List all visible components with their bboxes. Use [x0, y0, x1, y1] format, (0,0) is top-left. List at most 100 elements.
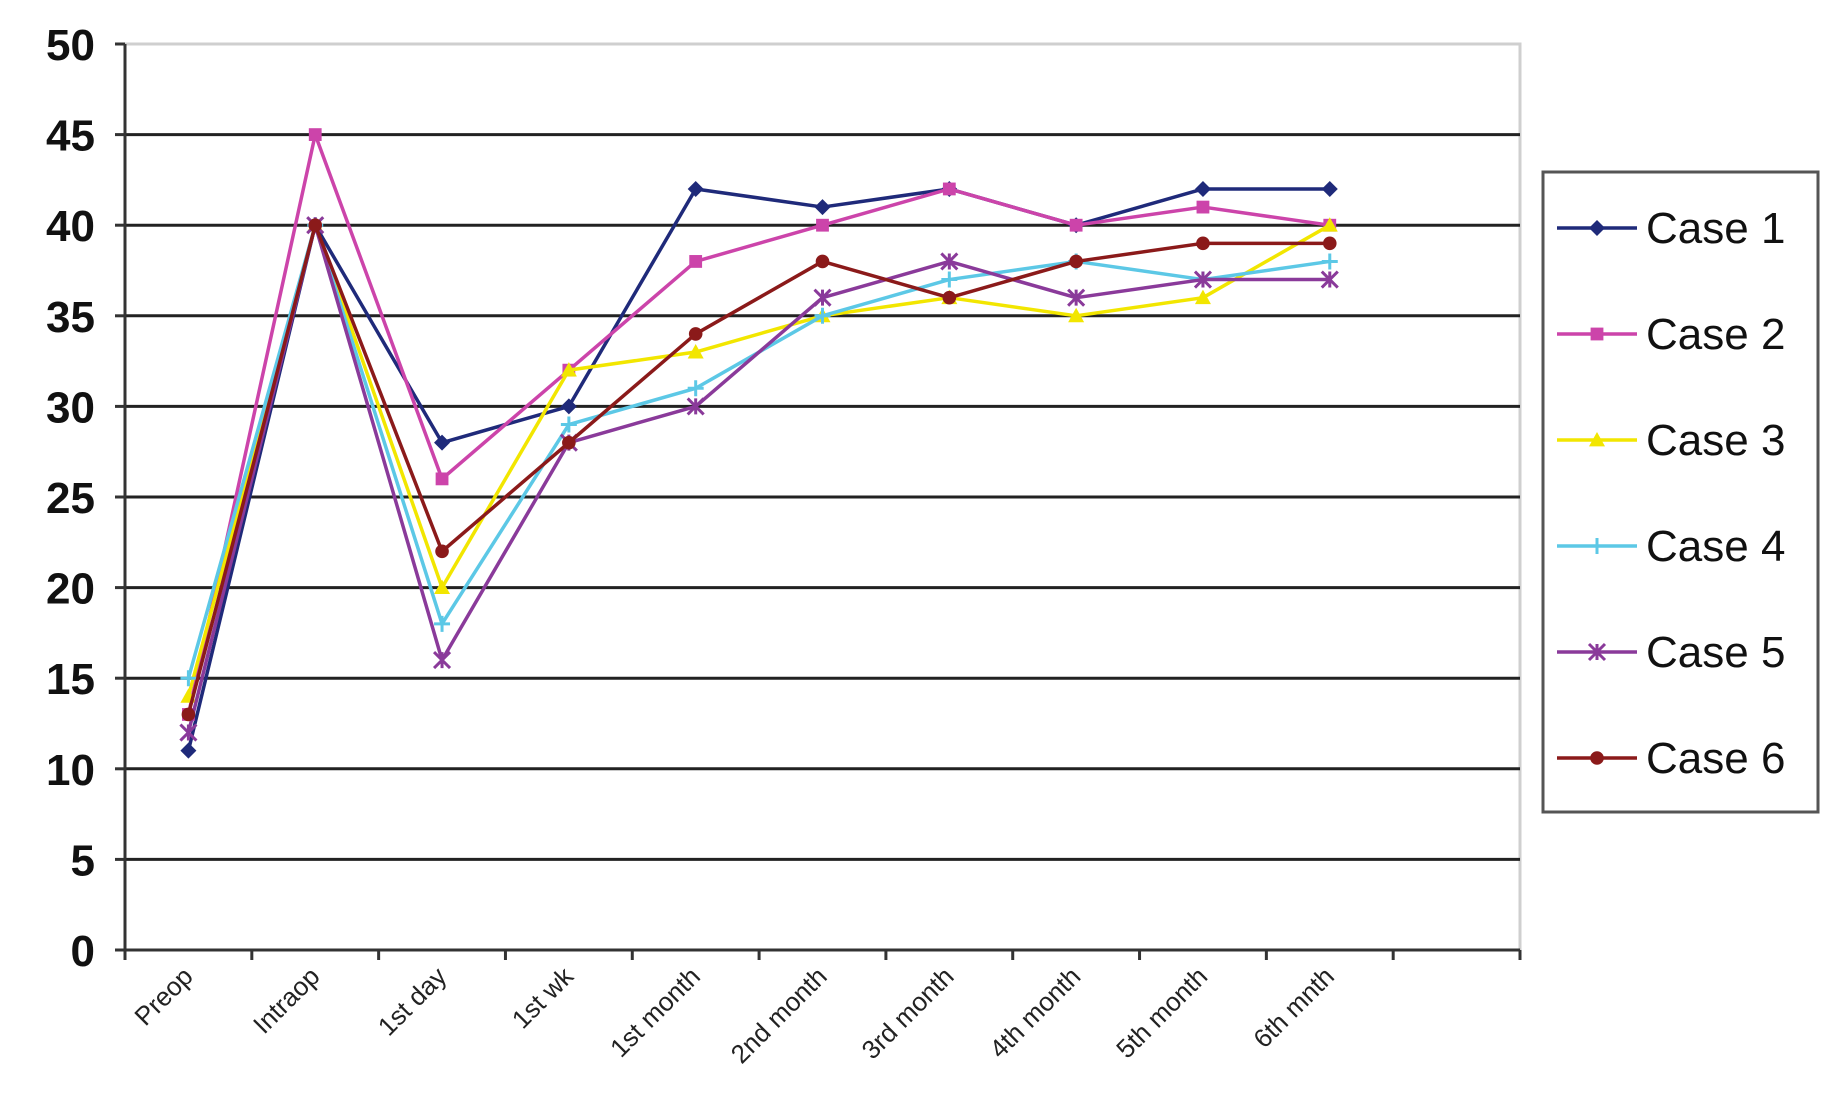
data-point — [435, 472, 449, 486]
data-point — [815, 254, 830, 269]
y-axis: 0 5 10 15 20 25 30 35 40 45 50 — [46, 21, 127, 976]
legend-item: Case 1 — [1557, 204, 1785, 253]
series-layer — [179, 128, 1339, 759]
legend-item: Case 4 — [1557, 522, 1785, 571]
data-point — [1590, 327, 1604, 341]
x-tick-label: 2nd month — [725, 961, 833, 1069]
x-tick-label: 5th month — [1110, 961, 1213, 1064]
data-point — [435, 544, 449, 559]
legend-item: Case 5 — [1557, 628, 1785, 677]
y-tick-label: 35 — [46, 293, 95, 342]
series-3 — [180, 217, 1338, 703]
x-tick-label: 4th month — [983, 961, 1086, 1064]
data-point — [432, 651, 452, 670]
data-point — [942, 182, 956, 196]
data-point — [813, 288, 832, 307]
data-point — [560, 416, 577, 433]
y-tick-label: 25 — [46, 474, 95, 523]
data-point — [1590, 751, 1604, 765]
legend-label: Case 1 — [1646, 204, 1785, 253]
data-point — [434, 615, 451, 632]
data-point — [1069, 254, 1083, 269]
data-point — [688, 327, 703, 341]
legend-label: Case 5 — [1646, 628, 1785, 677]
data-point — [308, 218, 323, 232]
x-tick-label: Preop — [128, 961, 198, 1031]
y-tick-label: 10 — [46, 746, 95, 795]
data-point — [434, 579, 451, 594]
y-tick-label: 50 — [46, 21, 95, 70]
data-point — [434, 434, 451, 451]
data-point — [308, 128, 322, 141]
data-point — [1067, 288, 1086, 307]
x-tick-label: Intraop — [247, 961, 325, 1039]
data-point — [687, 180, 704, 197]
y-tick-label: 45 — [46, 112, 95, 161]
data-point — [1589, 220, 1605, 236]
data-point — [940, 252, 959, 271]
x-tick-label: 1st day — [372, 961, 452, 1041]
data-point — [687, 344, 704, 359]
data-point — [816, 218, 829, 232]
data-point — [1320, 270, 1339, 289]
series-6 — [181, 218, 1337, 722]
series-line — [186, 223, 1330, 715]
data-point — [562, 435, 576, 450]
x-axis: Preop Intraop 1st day 1st wk 1st month 2nd mo… — [123, 948, 1522, 1069]
data-point — [1068, 307, 1085, 323]
data-point — [686, 397, 705, 416]
data-point — [1194, 289, 1211, 305]
x-tick-label: 1st month — [604, 961, 706, 1063]
legend-item: Case 2 — [1557, 310, 1785, 359]
x-tick-label: 1st wk — [506, 960, 580, 1034]
data-point — [1321, 253, 1338, 270]
legend-label: Case 4 — [1646, 522, 1785, 571]
data-point — [689, 255, 703, 268]
grid — [125, 133, 1520, 861]
data-point — [1321, 180, 1338, 197]
y-tick-label: 0 — [71, 927, 95, 976]
data-point — [1589, 432, 1605, 447]
series-5 — [179, 216, 1339, 742]
data-point — [814, 307, 831, 324]
x-tick-label: 3rd month — [856, 961, 960, 1065]
data-point — [1321, 217, 1338, 232]
data-point — [180, 670, 197, 687]
data-point — [1196, 200, 1210, 214]
data-point — [1589, 538, 1605, 554]
data-point — [179, 723, 198, 742]
legend-label: Case 3 — [1646, 416, 1785, 465]
data-point — [1194, 180, 1211, 197]
y-tick-label: 15 — [46, 655, 95, 704]
data-point — [941, 271, 958, 288]
legend-item: Case 3 — [1557, 416, 1785, 465]
y-tick-label: 40 — [46, 202, 95, 251]
series-line — [186, 223, 1331, 697]
legend-label: Case 2 — [1646, 310, 1785, 359]
data-point — [560, 398, 577, 415]
data-point — [1196, 236, 1210, 251]
y-tick-label: 5 — [71, 836, 95, 885]
series-line — [186, 187, 1330, 752]
legend-item: Case 6 — [1557, 734, 1785, 783]
x-tick-label: 6th mnth — [1247, 961, 1340, 1054]
series-2 — [182, 128, 1337, 721]
series-line — [186, 132, 1331, 715]
data-point — [687, 380, 704, 397]
data-point — [180, 742, 197, 759]
data-point — [1193, 270, 1213, 289]
data-point — [1069, 218, 1083, 232]
legend: Case 1 Case 2 Case 3 Case 4 Case 5 Case 6 — [1541, 170, 1820, 814]
data-point — [181, 707, 196, 722]
data-point — [560, 362, 577, 377]
data-point — [1587, 642, 1607, 662]
data-point — [1322, 236, 1337, 251]
legend-label: Case 6 — [1646, 734, 1785, 783]
legend-box — [1541, 170, 1820, 814]
y-tick-label: 20 — [46, 565, 95, 614]
data-point — [942, 290, 957, 305]
y-tick-label: 30 — [46, 383, 95, 432]
series-line — [186, 223, 1330, 733]
data-point — [814, 199, 831, 216]
